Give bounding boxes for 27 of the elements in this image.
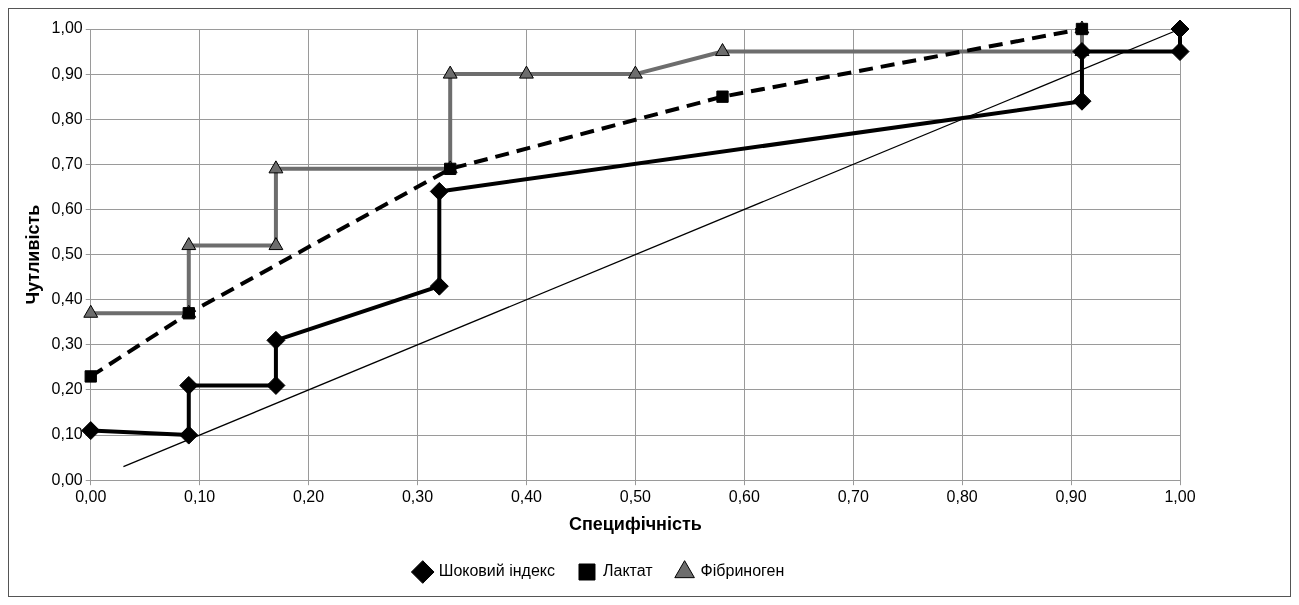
legend-label: Шоковий індекс bbox=[438, 562, 555, 580]
x-tick-label: 0,10 bbox=[184, 488, 216, 506]
x-tick-label: 0,50 bbox=[619, 488, 652, 506]
y-axis-title: Чутливість bbox=[22, 204, 43, 305]
x-tick-label: 0,00 bbox=[75, 488, 107, 506]
x-tick-label: 0,70 bbox=[837, 488, 869, 506]
x-tick-label: 1,00 bbox=[1164, 488, 1196, 506]
y-tick-label: 0,00 bbox=[51, 470, 83, 488]
y-tick-label: 0,40 bbox=[51, 290, 83, 308]
y-tick-label: 0,50 bbox=[51, 245, 83, 263]
y-tick-label: 0,20 bbox=[51, 380, 83, 398]
x-tick-label: 0,30 bbox=[401, 488, 434, 506]
legend-label: Лактат bbox=[603, 562, 654, 580]
x-tick-label: 0,80 bbox=[946, 488, 978, 506]
x-tick-label: 0,20 bbox=[293, 488, 325, 506]
y-tick-label: 0,80 bbox=[51, 109, 83, 127]
y-tick-label: 0,90 bbox=[51, 64, 83, 82]
x-axis-title: Специфічність bbox=[568, 514, 702, 535]
y-tick-label: 0,30 bbox=[51, 335, 83, 353]
y-tick-label: 1,00 bbox=[51, 19, 83, 37]
y-tick-label: 0,70 bbox=[51, 154, 83, 172]
x-tick-label: 0,60 bbox=[728, 488, 760, 506]
x-tick-label: 0,90 bbox=[1055, 488, 1087, 506]
y-tick-label: 0,10 bbox=[51, 425, 83, 443]
x-tick-label: 0,40 bbox=[510, 488, 543, 506]
legend-label: Фібриноген bbox=[700, 562, 785, 580]
y-tick-label: 0,60 bbox=[51, 199, 83, 217]
